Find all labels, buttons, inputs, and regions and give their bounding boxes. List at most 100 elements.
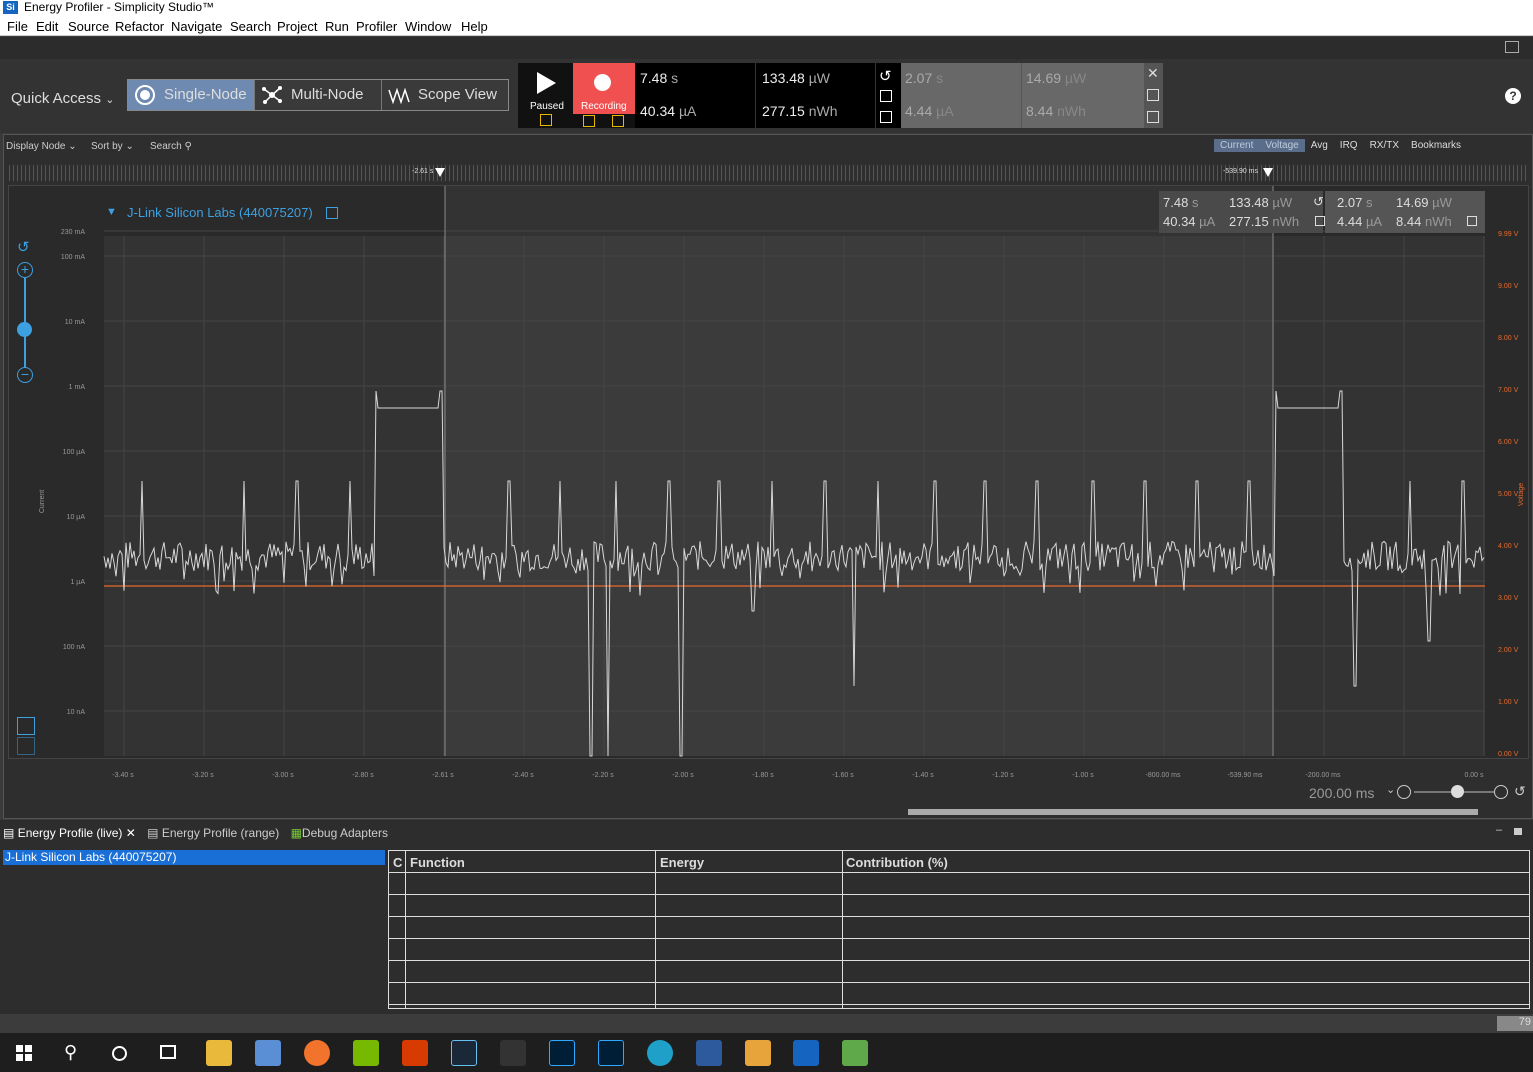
close-range-icon[interactable]: ✕ [1147,65,1159,81]
menu-window[interactable]: Window [405,19,452,34]
trigger-start-icon[interactable] [583,115,595,127]
store-icon[interactable] [255,1040,281,1066]
time-ruler[interactable] [9,165,1529,181]
task-view-icon[interactable] [160,1045,176,1059]
tab-irq[interactable]: IRQ [1333,139,1364,152]
time-zoom-in-icon[interactable] [1494,785,1508,799]
menu-file[interactable]: File [7,19,28,34]
search-button[interactable]: Search ⚲ [150,141,192,152]
single-node-button[interactable]: Single-Node [128,80,255,110]
tab-energy-range[interactable]: ▤ Energy Profile (range) [147,826,279,840]
simplicity-studio-icon[interactable] [793,1040,819,1066]
marker-left-handle[interactable] [435,168,445,177]
firefox-icon[interactable] [304,1040,330,1066]
table-row[interactable] [389,917,1529,939]
minimize-icon[interactable]: – [1496,824,1503,836]
display-node-dropdown[interactable]: Display Node ⌄ [6,141,77,152]
multi-node-button[interactable]: Multi-Node [255,80,382,110]
col-function[interactable]: Function [410,855,465,870]
app-icon[interactable] [745,1040,771,1066]
menu-navigate[interactable]: Navigate [171,19,223,34]
trigger-icon[interactable] [540,114,552,126]
time-zoom-thumb[interactable] [1451,785,1464,798]
trigger-stop-icon[interactable] [612,115,624,127]
tab-debug-adapters[interactable]: ▦Debug Adapters [291,826,388,840]
table-row[interactable] [389,895,1529,917]
col-energy[interactable]: Energy [660,855,705,870]
table-row[interactable] [389,939,1529,961]
tab-current[interactable]: Current [1214,139,1260,152]
collapse-icon[interactable]: ▼ [106,206,117,218]
cursor-reset-icon[interactable]: ↺ [1313,194,1324,209]
export-icon[interactable] [880,90,892,102]
scrollbar-thumb[interactable] [908,809,1478,815]
sort-by-dropdown[interactable]: Sort by ⌄ [91,141,134,152]
voltage-tick-label: 3.00 V [1498,595,1519,602]
col-c[interactable]: C [393,855,403,870]
zoom-range-icon[interactable] [1147,111,1159,123]
file-explorer-icon[interactable] [206,1040,232,1066]
zoom-out-icon[interactable]: − [17,367,33,383]
adapter-list-item[interactable]: J-Link Silicon Labs (440075207) [3,850,385,865]
menu-edit[interactable]: Edit [36,19,59,34]
virtualbox-icon[interactable] [696,1040,722,1066]
zoom-slider-thumb[interactable] [17,322,32,337]
node-menu-icon[interactable] [326,207,338,219]
zoom-dropdown-icon[interactable]: ⌄ [1386,784,1396,796]
menu-help[interactable]: Help [461,19,488,34]
menu-profiler[interactable]: Profiler [356,19,398,34]
menu-refactor[interactable]: Refactor [115,19,165,34]
menu-project[interactable]: Project [277,19,318,34]
menu-search[interactable]: Search [230,19,272,34]
windows-start-icon[interactable] [16,1045,32,1061]
time-reset-icon[interactable]: ↺ [1514,783,1526,799]
edge-icon[interactable] [647,1040,673,1066]
pause-button[interactable]: Paused [518,63,573,128]
scope-view-button[interactable]: Scope View [382,80,509,110]
export-range-icon[interactable] [1147,89,1159,101]
perspective-icon[interactable] [1505,41,1519,53]
photoshop-icon[interactable] [549,1040,575,1066]
reset-zoom-icon[interactable]: ↺ [17,239,30,256]
table-row[interactable] [389,983,1529,1005]
record-button[interactable]: Recording [573,63,635,128]
table-row[interactable] [389,873,1529,895]
cursor-range-export-icon[interactable] [1467,216,1477,226]
energy-plot[interactable]: 230 mA 100 mA 10 mA 1 mA 100 µA 10 µA 1 µA 100 … [8,185,1529,759]
log-scale-icon[interactable] [17,717,35,735]
cortana-icon[interactable] [112,1046,127,1061]
tab-bookmarks[interactable]: Bookmarks [1405,139,1468,152]
time-zoom-out-icon[interactable] [1397,785,1411,799]
quick-access[interactable]: Quick Access ⌄ [11,90,114,107]
tab-voltage[interactable]: Voltage [1259,139,1305,152]
cursor-export-icon[interactable] [1315,216,1325,226]
maximize-icon[interactable] [1514,828,1522,835]
steam-icon[interactable] [451,1040,477,1066]
reset-icon[interactable]: ↺ [879,68,892,85]
horizontal-scrollbar[interactable] [100,808,1482,816]
search-icon[interactable]: ⚲ [64,1042,78,1062]
col-contribution[interactable]: Contribution (%) [846,855,948,870]
list-icon[interactable] [880,111,892,123]
voltage-tick-label: 0.00 V [1498,751,1519,758]
search-icon: ⚲ [184,141,192,152]
table-row[interactable] [389,961,1529,983]
menu-source[interactable]: Source [68,19,110,34]
live-current: 40.34 µA [640,103,697,119]
play-icon [537,72,556,94]
linear-scale-icon[interactable] [17,737,35,755]
tab-rxtx[interactable]: RX/TX [1363,139,1406,152]
menu-bar: File Edit Source Refactor Navigate Searc… [0,16,1533,36]
marker-right-handle[interactable] [1263,168,1273,177]
help-icon[interactable]: ? [1505,88,1521,104]
tab-energy-live[interactable]: ▤ Energy Profile (live) ✕ [3,826,136,840]
epic-games-icon[interactable] [500,1040,526,1066]
lightroom-icon[interactable] [598,1040,624,1066]
menu-run[interactable]: Run [325,19,349,34]
notepad-icon[interactable] [842,1040,868,1066]
zoom-in-icon[interactable]: + [17,262,33,278]
tab-avg[interactable]: Avg [1304,139,1334,152]
close-icon[interactable]: ✕ [125,826,136,840]
office-icon[interactable] [402,1040,428,1066]
nvidia-icon[interactable] [353,1040,379,1066]
